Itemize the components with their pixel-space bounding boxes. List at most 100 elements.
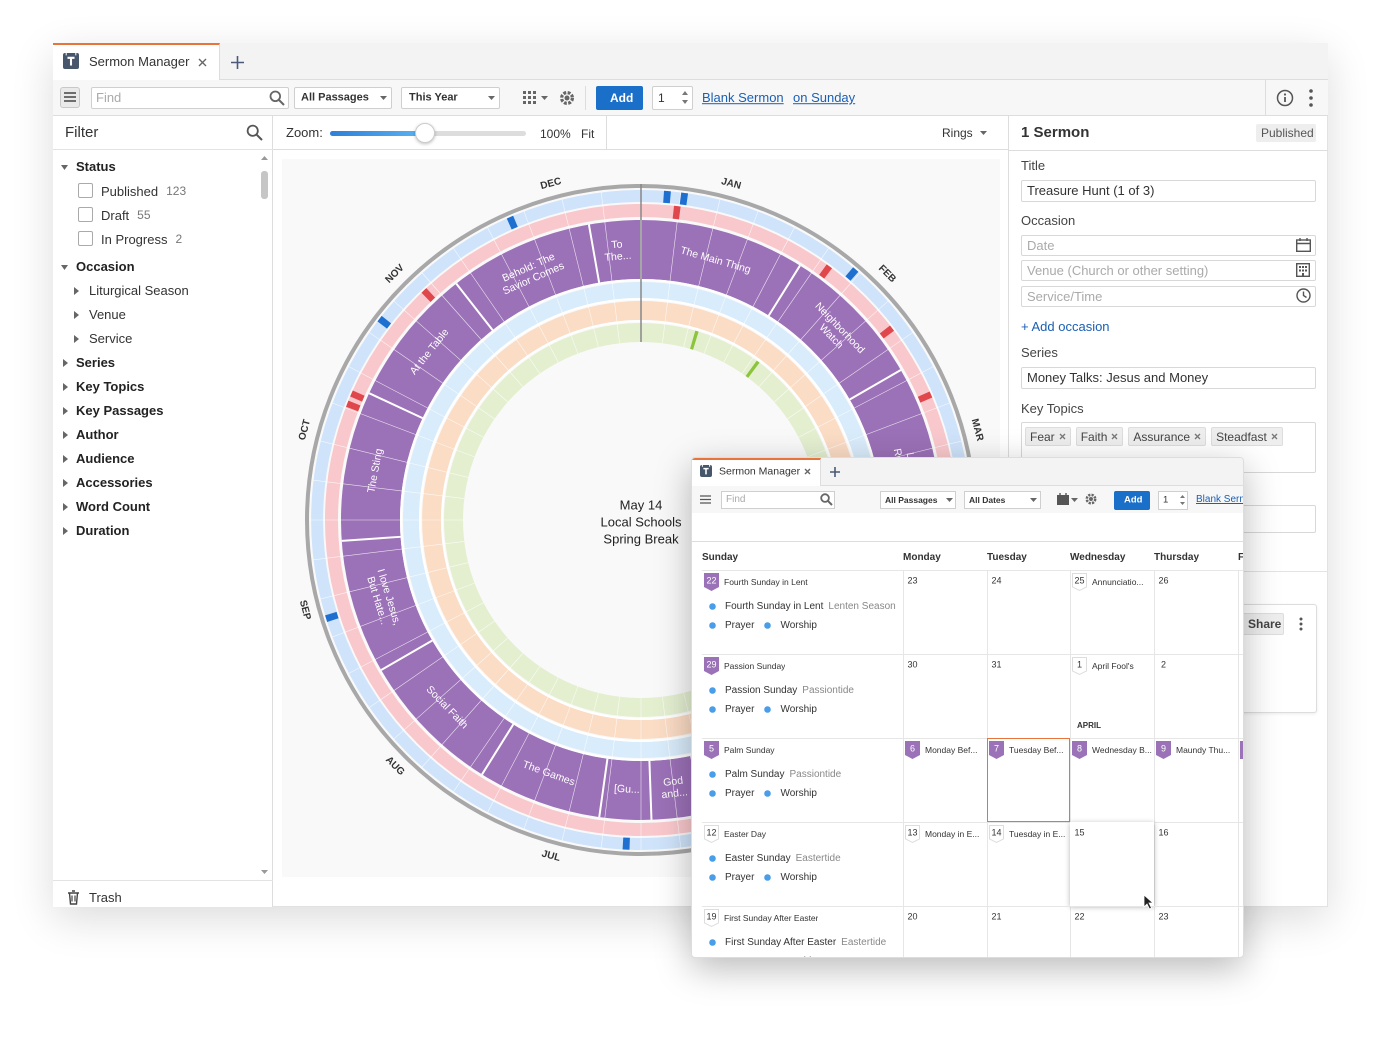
checkbox[interactable] bbox=[78, 183, 93, 198]
day-label: April Fool's bbox=[1092, 660, 1134, 671]
topic-chip[interactable]: Steadfast bbox=[1211, 427, 1283, 446]
collapse-arrow[interactable] bbox=[63, 479, 68, 487]
info-icon[interactable] bbox=[1276, 89, 1294, 107]
app-icon-shape bbox=[65, 53, 77, 56]
text-field[interactable] bbox=[1021, 235, 1316, 256]
remove-topic[interactable] bbox=[1111, 433, 1118, 440]
new-tab-icon[interactable] bbox=[830, 467, 840, 477]
filter-group[interactable]: Duration bbox=[76, 523, 130, 539]
filter-group[interactable]: Word Count bbox=[76, 499, 151, 515]
collapse-arrow[interactable] bbox=[63, 431, 68, 439]
close-icon[interactable] bbox=[198, 58, 207, 67]
collapse-arrow[interactable] bbox=[63, 407, 68, 415]
day-number: 21 bbox=[991, 911, 1002, 922]
tab[interactable] bbox=[692, 458, 821, 486]
filter-header bbox=[53, 116, 273, 150]
text-field[interactable] bbox=[1021, 180, 1316, 202]
event-line: Fourth Sunday in Lent Lenten Season bbox=[725, 599, 896, 614]
filter-subgroup[interactable]: Liturgical Season bbox=[89, 283, 189, 299]
remove-topic[interactable] bbox=[1271, 433, 1278, 440]
day-label: Maundy Thu... bbox=[1176, 744, 1231, 755]
text-field[interactable] bbox=[1021, 260, 1316, 281]
add-occasion-link[interactable]: + Add occasion bbox=[1021, 319, 1110, 335]
text-field[interactable] bbox=[1021, 286, 1316, 307]
template-link[interactable]: Blank Sermon bbox=[702, 90, 784, 106]
zoom-knob[interactable] bbox=[415, 123, 435, 143]
search-icon[interactable] bbox=[820, 493, 833, 506]
day-number: 6 bbox=[909, 743, 915, 754]
tab[interactable] bbox=[53, 43, 220, 80]
count-spinner[interactable] bbox=[652, 86, 693, 110]
topic-chip[interactable]: Assurance bbox=[1128, 427, 1207, 446]
collapse-arrow[interactable] bbox=[63, 455, 68, 463]
fit-button[interactable]: Fit bbox=[581, 126, 595, 141]
more-icon-shape bbox=[1299, 627, 1303, 631]
calendar-icon[interactable] bbox=[1295, 238, 1312, 253]
venue-icon[interactable] bbox=[1295, 262, 1311, 278]
add-button[interactable] bbox=[1114, 491, 1150, 510]
topic-chip[interactable]: Fear bbox=[1025, 427, 1071, 446]
settings-icon[interactable] bbox=[558, 89, 576, 107]
filter-group[interactable]: Audience bbox=[76, 451, 135, 467]
dates-select[interactable] bbox=[964, 491, 1041, 509]
calendar-view-icon[interactable] bbox=[1057, 493, 1069, 505]
rings-menu[interactable]: Rings bbox=[942, 125, 973, 140]
view-icon[interactable] bbox=[523, 90, 539, 106]
search-icon-shape bbox=[246, 124, 259, 137]
passages-select[interactable] bbox=[880, 491, 956, 509]
collapse-arrow[interactable] bbox=[74, 287, 79, 295]
checkbox[interactable] bbox=[78, 231, 93, 246]
new-tab-icon[interactable] bbox=[231, 56, 244, 69]
filter-group[interactable]: Key Passages bbox=[76, 403, 164, 419]
settings-icon[interactable] bbox=[1084, 492, 1098, 506]
close-icon[interactable] bbox=[804, 468, 811, 475]
add-label[interactable]: Add bbox=[1124, 494, 1143, 506]
count-spinner[interactable] bbox=[1158, 491, 1188, 510]
week-divider bbox=[348, 602, 484, 674]
search-icon[interactable] bbox=[246, 124, 263, 141]
filter-subgroup[interactable]: Venue bbox=[89, 307, 126, 323]
event-dot bbox=[709, 687, 716, 694]
expand-arrow[interactable] bbox=[61, 165, 68, 170]
passages-select[interactable] bbox=[294, 87, 392, 109]
more-icon-shape bbox=[1299, 622, 1303, 626]
collapse-arrow[interactable] bbox=[63, 383, 68, 391]
filter-group[interactable]: Occasion bbox=[76, 259, 135, 275]
filter-group[interactable]: Status bbox=[76, 159, 116, 175]
collapse-arrow[interactable] bbox=[74, 311, 79, 319]
share-label[interactable]: Share bbox=[1248, 616, 1282, 631]
filter-group[interactable]: Key Topics bbox=[76, 379, 145, 395]
venue-icon-shape bbox=[1305, 266, 1307, 268]
series-divider bbox=[368, 392, 424, 420]
option-count: 2 bbox=[175, 232, 183, 246]
remove-topic[interactable] bbox=[1059, 433, 1066, 440]
filter-subgroup[interactable]: Service bbox=[89, 331, 133, 347]
search-icon[interactable] bbox=[269, 90, 285, 106]
expand-arrow[interactable] bbox=[61, 265, 68, 270]
more-icon[interactable] bbox=[1299, 617, 1303, 631]
time-icon[interactable] bbox=[1296, 288, 1311, 303]
range-select[interactable] bbox=[401, 87, 500, 109]
find-input[interactable] bbox=[721, 491, 835, 509]
collapse-arrow[interactable] bbox=[63, 527, 68, 535]
filter-group[interactable]: Accessories bbox=[76, 475, 153, 491]
add-label[interactable]: Add bbox=[610, 90, 634, 105]
event-tick bbox=[819, 264, 833, 279]
trash-icon[interactable] bbox=[68, 890, 79, 905]
add-button[interactable] bbox=[596, 86, 643, 110]
remove-topic[interactable] bbox=[1194, 433, 1201, 440]
text-field[interactable] bbox=[1021, 367, 1316, 389]
collapse-arrow[interactable] bbox=[63, 503, 68, 511]
filter-group[interactable]: Author bbox=[76, 427, 119, 443]
trash-label[interactable]: Trash bbox=[89, 890, 122, 906]
collapse-arrow[interactable] bbox=[74, 335, 79, 343]
template-link[interactable]: Blank Sermon bbox=[1196, 494, 1243, 505]
find-input[interactable] bbox=[91, 87, 289, 109]
menu-icon[interactable] bbox=[700, 495, 711, 504]
collapse-arrow[interactable] bbox=[63, 359, 68, 367]
more-icon[interactable] bbox=[1309, 89, 1313, 107]
topic-chip[interactable]: Faith bbox=[1075, 427, 1124, 446]
filter-group[interactable]: Series bbox=[76, 355, 116, 371]
checkbox[interactable] bbox=[78, 207, 93, 222]
day-link[interactable]: on Sunday bbox=[793, 90, 856, 106]
